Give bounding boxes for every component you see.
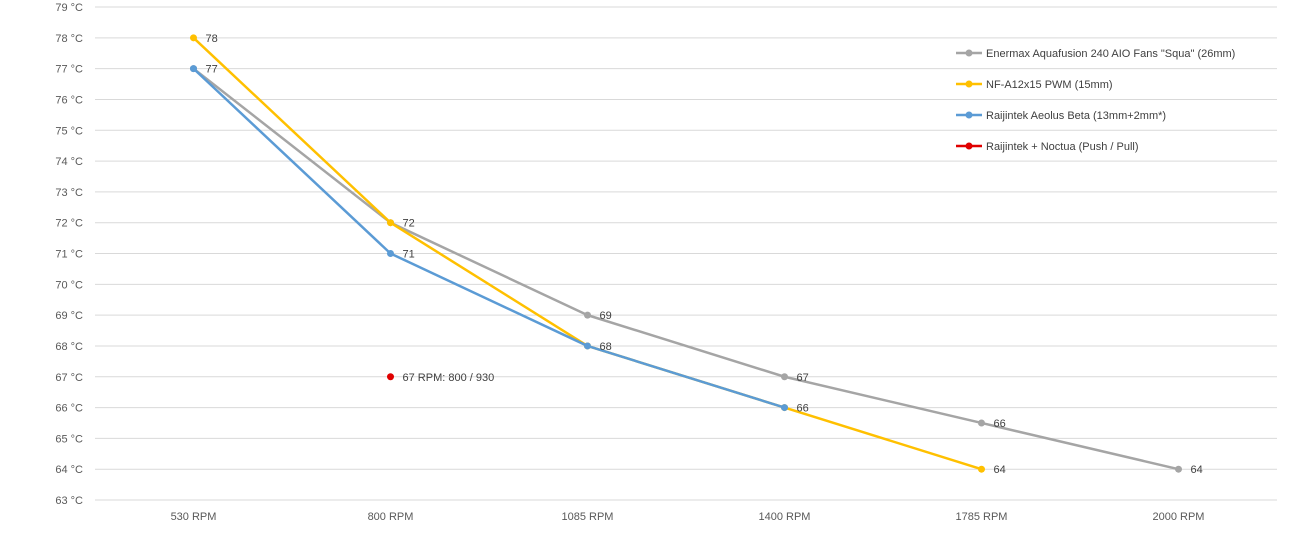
data-label: 67 RPM: 800 / 930 <box>403 372 495 384</box>
series-line-segment <box>389 221 589 317</box>
y-tick-label: 73 °C <box>55 187 83 199</box>
y-tick-label: 74 °C <box>55 156 83 168</box>
x-tick-label: 800 RPM <box>368 511 414 523</box>
y-tick-label: 64 °C <box>55 464 83 476</box>
data-label: 69 <box>600 310 612 322</box>
series-line-segment <box>980 421 1180 471</box>
x-axis-tick-labels: 530 RPM 800 RPM 1085 RPM 1400 RPM 1785 RPM 20… <box>171 511 1205 523</box>
y-tick-label: 70 °C <box>55 279 83 291</box>
legend-item-enermax-aquafusion-240-aio-fans-squa-26mm: Enermax Aquafusion 240 AIO Fans "Squa" (… <box>956 48 1235 60</box>
series-lines <box>190 34 1182 473</box>
data-point-marker <box>781 404 788 412</box>
data-point-marker <box>978 465 985 473</box>
data-label: 67 <box>797 372 809 384</box>
y-tick-label: 76 °C <box>55 94 83 106</box>
legend-label: Enermax Aquafusion 240 AIO Fans "Squa" (… <box>986 48 1235 60</box>
y-tick-label: 69 °C <box>55 310 83 322</box>
series-raijintek-noctua-push-pull <box>387 373 394 381</box>
data-label: 78 <box>206 33 218 45</box>
y-tick-label: 75 °C <box>55 125 83 137</box>
data-point-marker <box>190 65 197 73</box>
legend-label: NF-A12x15 PWM (15mm) <box>986 79 1113 91</box>
y-axis-tick-labels: 63 °C 64 °C 65 °C 66 °C 67 °C 68 °C 69 °C 70 °C… <box>55 2 83 507</box>
data-label: 64 <box>1191 464 1203 476</box>
data-point-marker <box>190 34 197 42</box>
series-line-segment <box>586 344 786 409</box>
data-label: 64 <box>994 464 1006 476</box>
data-point-marker <box>584 311 591 319</box>
data-point-marker <box>978 419 985 427</box>
data-label: 77 <box>206 64 218 76</box>
y-tick-label: 71 °C <box>55 249 83 261</box>
legend-label: Raijintek Aeolus Beta (13mm+2mm*) <box>986 110 1166 122</box>
series-line-segment <box>192 67 392 224</box>
data-point-marker <box>781 373 788 381</box>
legend-swatch-marker <box>965 49 973 57</box>
y-tick-label: 79 °C <box>55 2 83 14</box>
series-line-segment <box>586 313 786 378</box>
legend-item-raijintek-aeolus-beta-13mm-2mm: Raijintek Aeolus Beta (13mm+2mm*) <box>956 110 1166 122</box>
data-labels: 69 67 66 64 78 72 64 77 71 68 66 67 RPM: 800 / 930 <box>206 33 1203 476</box>
legend-swatch-marker <box>965 80 973 88</box>
y-tick-label: 65 °C <box>55 433 83 445</box>
series-enermax-aquafusion-240-aio-fans-squa-26mm <box>190 65 1182 473</box>
x-tick-label: 1085 RPM <box>562 511 614 523</box>
series-line-segment <box>389 221 589 348</box>
y-tick-label: 63 °C <box>55 495 83 507</box>
data-label: 66 <box>994 418 1006 430</box>
data-point-marker <box>584 342 591 350</box>
x-tick-label: 530 RPM <box>171 511 217 523</box>
data-point-marker <box>1175 465 1182 473</box>
data-point-marker <box>387 373 394 381</box>
legend-swatch-marker <box>965 142 973 150</box>
series-raijintek-aeolus-beta-13mm-2mm <box>190 65 788 412</box>
x-tick-label: 2000 RPM <box>1153 511 1205 523</box>
legend-swatch-marker <box>965 111 973 119</box>
legend-item-nf-a12x15-pwm-15mm: NF-A12x15 PWM (15mm) <box>956 79 1113 91</box>
legend-item-raijintek-noctua-push-pull: Raijintek + Noctua (Push / Pull) <box>956 141 1139 153</box>
data-point-marker <box>387 250 394 257</box>
data-label: 71 <box>403 249 415 261</box>
data-point-marker <box>387 219 394 227</box>
y-tick-label: 67 °C <box>55 372 83 384</box>
data-label: 72 <box>403 218 415 230</box>
y-tick-label: 66 °C <box>55 403 83 415</box>
y-tick-label: 78 °C <box>55 33 83 45</box>
y-tick-label: 77 °C <box>55 64 83 76</box>
series-line-segment <box>783 406 983 471</box>
legend: Enermax Aquafusion 240 AIO Fans "Squa" (… <box>956 48 1235 153</box>
series-line-segment <box>389 252 589 348</box>
series-line-segment <box>783 375 983 425</box>
x-tick-label: 1785 RPM <box>956 511 1008 523</box>
series-line-segment <box>192 67 392 255</box>
x-tick-label: 1400 RPM <box>759 511 811 523</box>
data-label: 66 <box>797 403 809 415</box>
y-tick-label: 72 °C <box>55 218 83 230</box>
legend-label: Raijintek + Noctua (Push / Pull) <box>986 141 1139 153</box>
series-line-segment <box>192 36 392 224</box>
y-tick-label: 68 °C <box>55 341 83 353</box>
data-label: 68 <box>600 341 612 353</box>
